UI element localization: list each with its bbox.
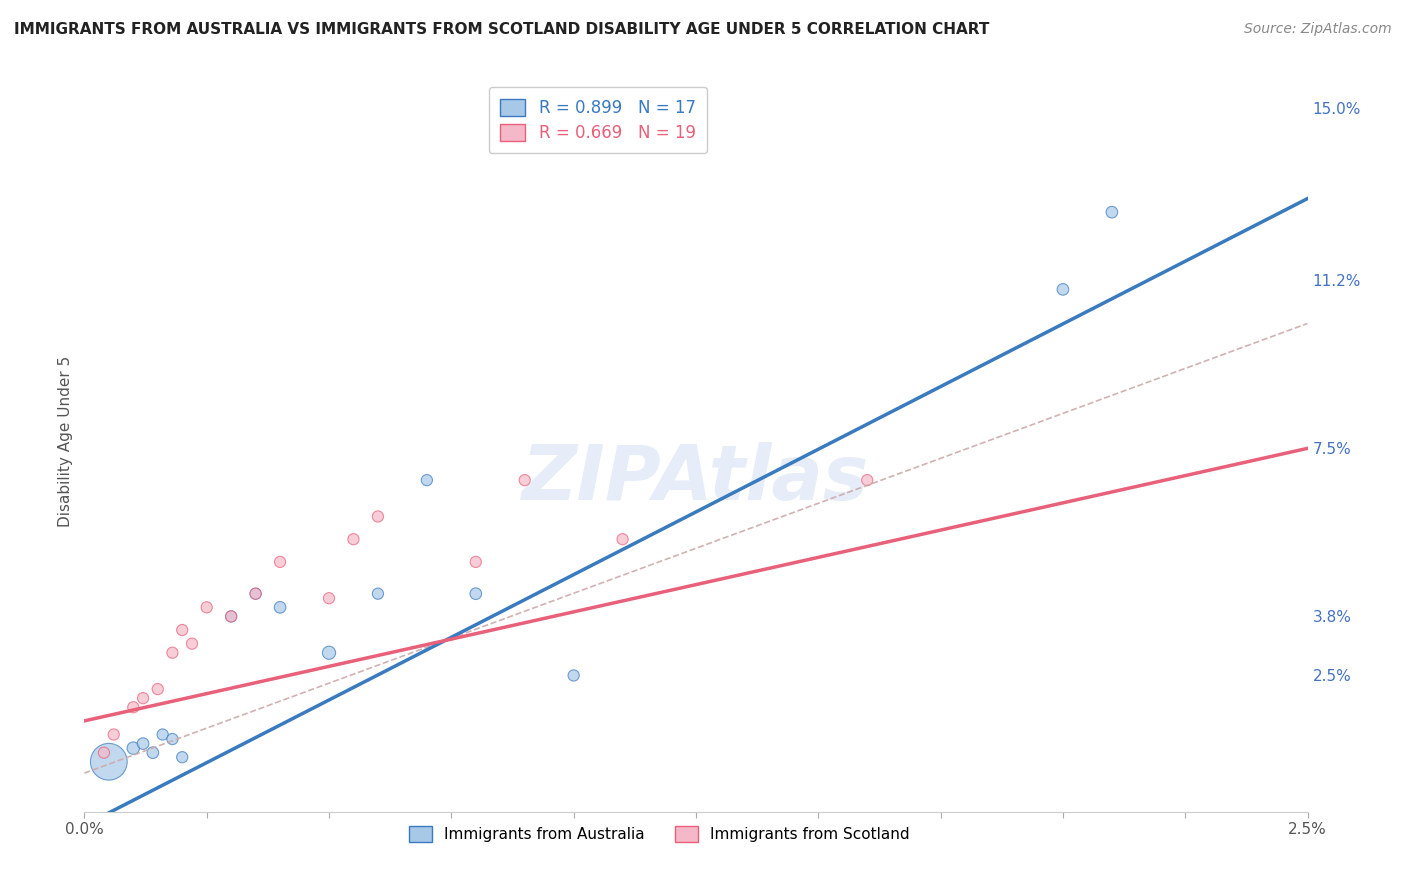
Point	[172, 750, 194, 764]
Point	[269, 555, 291, 569]
Point	[122, 700, 145, 714]
Point	[172, 623, 194, 637]
Point	[152, 727, 174, 741]
Point	[464, 555, 486, 569]
Text: IMMIGRANTS FROM AUSTRALIA VS IMMIGRANTS FROM SCOTLAND DISABILITY AGE UNDER 5 COR: IMMIGRANTS FROM AUSTRALIA VS IMMIGRANTS …	[14, 22, 990, 37]
Point	[318, 591, 340, 606]
Point	[219, 609, 242, 624]
Y-axis label: Disability Age Under 5: Disability Age Under 5	[58, 356, 73, 527]
Legend: Immigrants from Australia, Immigrants from Scotland: Immigrants from Australia, Immigrants fr…	[402, 821, 915, 848]
Point	[245, 587, 267, 601]
Point	[1052, 282, 1074, 296]
Point	[1101, 205, 1123, 219]
Point	[367, 587, 389, 601]
Point	[93, 746, 115, 760]
Point	[416, 473, 439, 487]
Point	[612, 532, 634, 546]
Point	[562, 668, 585, 682]
Point	[146, 682, 169, 697]
Point	[162, 646, 184, 660]
Point	[103, 727, 125, 741]
Point	[269, 600, 291, 615]
Point	[132, 737, 155, 751]
Point	[318, 646, 340, 660]
Point	[181, 637, 204, 651]
Point	[142, 746, 165, 760]
Text: ZIPAtlas: ZIPAtlas	[522, 442, 870, 516]
Point	[464, 587, 486, 601]
Point	[367, 509, 389, 524]
Point	[219, 609, 242, 624]
Point	[195, 600, 218, 615]
Point	[97, 755, 120, 769]
Point	[162, 732, 184, 747]
Point	[513, 473, 536, 487]
Point	[342, 532, 364, 546]
Text: Source: ZipAtlas.com: Source: ZipAtlas.com	[1244, 22, 1392, 37]
Point	[132, 691, 155, 706]
Point	[122, 741, 145, 756]
Point	[245, 587, 267, 601]
Point	[856, 473, 879, 487]
